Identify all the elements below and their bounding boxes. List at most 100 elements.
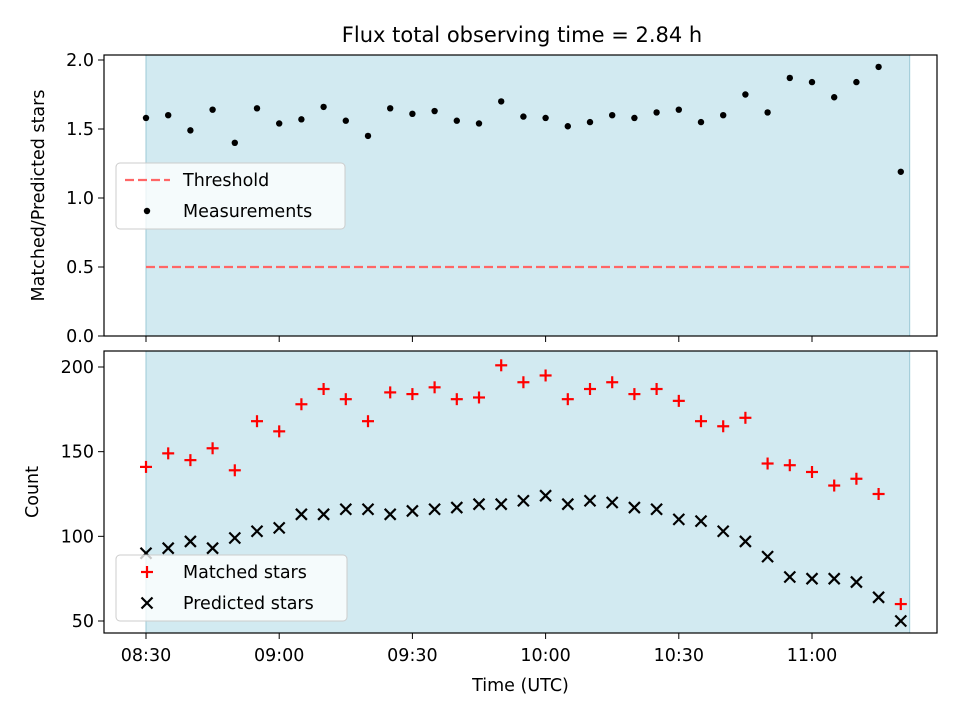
- legend-predicted-swatch: [140, 596, 154, 610]
- x-tick-label: 10:00: [520, 646, 570, 666]
- x-axis-ticks: 08:30 09:00 09:30 10:00 10:30 11:00: [121, 336, 837, 666]
- measurement-point: [209, 106, 216, 113]
- predicted-star-point: [650, 502, 663, 516]
- x-tick-label: 11:00: [787, 646, 837, 666]
- predicted-star-point: [295, 508, 308, 521]
- matched-star-point: [561, 393, 574, 406]
- legend-measurements-swatch: [143, 207, 151, 215]
- predicted-star-point: [761, 550, 774, 563]
- measurement-point: [831, 94, 838, 101]
- x-axis-label: Time (UTC): [471, 676, 569, 696]
- matched-star-point: [228, 464, 241, 477]
- measurement-point: [409, 110, 416, 118]
- predicted-star-point: [850, 575, 863, 589]
- measurement-point: [764, 109, 771, 116]
- legend-matched-label: Matched stars: [183, 563, 307, 583]
- matched-star-point: [761, 457, 774, 470]
- bottom-y-ticks: 50 100 150 200: [61, 358, 104, 632]
- measurement-point: [653, 109, 660, 116]
- predicted-star-point: [561, 497, 575, 511]
- x-tick-label: 08:30: [121, 646, 171, 666]
- predicted-star-point: [361, 502, 375, 516]
- measurement-point: [897, 168, 904, 175]
- measurement-point: [786, 74, 793, 82]
- predicted-star-point: [161, 541, 175, 555]
- legend-measurements-label: Measurements: [183, 202, 312, 222]
- measurement-point: [231, 139, 238, 146]
- matched-star-point: [850, 472, 863, 485]
- measurement-point: [498, 98, 505, 105]
- bottom-plot-frame: [103, 350, 938, 634]
- predicted-star-point: [428, 502, 441, 516]
- bottom-y-tick-label: 150: [61, 443, 94, 463]
- matched-star-point: [206, 442, 219, 455]
- top-plot-frame: [103, 54, 938, 337]
- matched-star-point: [872, 488, 885, 500]
- measurement-points: [142, 63, 904, 175]
- legend-box: [115, 554, 348, 622]
- matched-star-point: [495, 359, 508, 372]
- top-y-axis-label: Matched/Predicted stars: [29, 90, 49, 302]
- measurement-point: [276, 120, 283, 127]
- matched-star-point: [251, 415, 263, 428]
- matched-star-point: [695, 415, 707, 428]
- measurement-point: [187, 127, 194, 134]
- matched-star-point: [783, 459, 796, 472]
- measurement-point: [320, 103, 327, 111]
- predicted-star-point: [272, 521, 286, 535]
- predicted-star-point: [317, 508, 330, 521]
- measurement-point: [364, 132, 372, 140]
- predicted-star-point: [206, 541, 219, 555]
- top-y-ticks: 0.0 0.5 1.0 1.5 2.0: [66, 51, 104, 347]
- measurement-point: [742, 91, 749, 98]
- measurement-point: [542, 114, 549, 122]
- measurement-point: [342, 117, 349, 124]
- bottom-y-tick-label: 50: [72, 612, 94, 632]
- predicted-star-point: [872, 591, 885, 604]
- chart-title: Flux total observing time = 2.84 h: [342, 23, 702, 47]
- predicted-star-point: [406, 504, 419, 518]
- measurement-point: [720, 112, 727, 119]
- predicted-star-point: [184, 535, 197, 548]
- top-y-tick-label: 1.0: [66, 189, 94, 209]
- bottom-panel: 50 100 150 200 08:30 09:00 09:30 10:00 10:30 11:…: [23, 336, 938, 696]
- legend-predicted-label: Predicted stars: [183, 594, 314, 614]
- predicted-star-point: [228, 531, 242, 545]
- matched-star-point: [473, 391, 485, 404]
- measurement-point: [697, 118, 705, 126]
- matched-star-point: [162, 447, 175, 460]
- measurement-point: [253, 105, 261, 112]
- measurement-point: [453, 117, 460, 124]
- predicted-star-point: [494, 497, 508, 511]
- measurement-point: [142, 114, 150, 122]
- top-legend: Threshold Measurements: [115, 162, 346, 230]
- predicted-star-point: [472, 497, 486, 511]
- matched-star-point: [584, 383, 596, 396]
- matched-star-point: [806, 465, 818, 478]
- matched-star-point: [428, 381, 441, 394]
- matched-star-point: [362, 415, 374, 428]
- predicted-star-point: [827, 572, 841, 585]
- predicted-star-point: [628, 501, 641, 514]
- predicted-star-point: [783, 570, 797, 584]
- legend-threshold-label: Threshold: [182, 171, 269, 191]
- predicted-star-point: [250, 524, 264, 538]
- predicted-star-point: [339, 502, 353, 516]
- legend-matched-swatch: [141, 566, 153, 578]
- legend-box: [115, 162, 346, 230]
- matched-star-point: [628, 388, 641, 401]
- top-y-tick-label: 0.5: [66, 258, 94, 278]
- bottom-y-tick-label: 100: [61, 527, 94, 547]
- matched-star-point: [406, 388, 419, 401]
- matched-star-point: [273, 425, 286, 438]
- top-y-tick-label: 1.5: [66, 120, 94, 140]
- predicted-star-point: [517, 494, 530, 508]
- matched-star-point: [140, 460, 152, 473]
- top-y-tick-label: 0.0: [66, 327, 94, 347]
- matched-star-point: [672, 394, 685, 407]
- predicted-star-point: [894, 614, 908, 628]
- top-y-tick-label: 2.0: [66, 51, 94, 71]
- matched-star-point: [184, 454, 197, 467]
- matched-star-point: [739, 411, 752, 424]
